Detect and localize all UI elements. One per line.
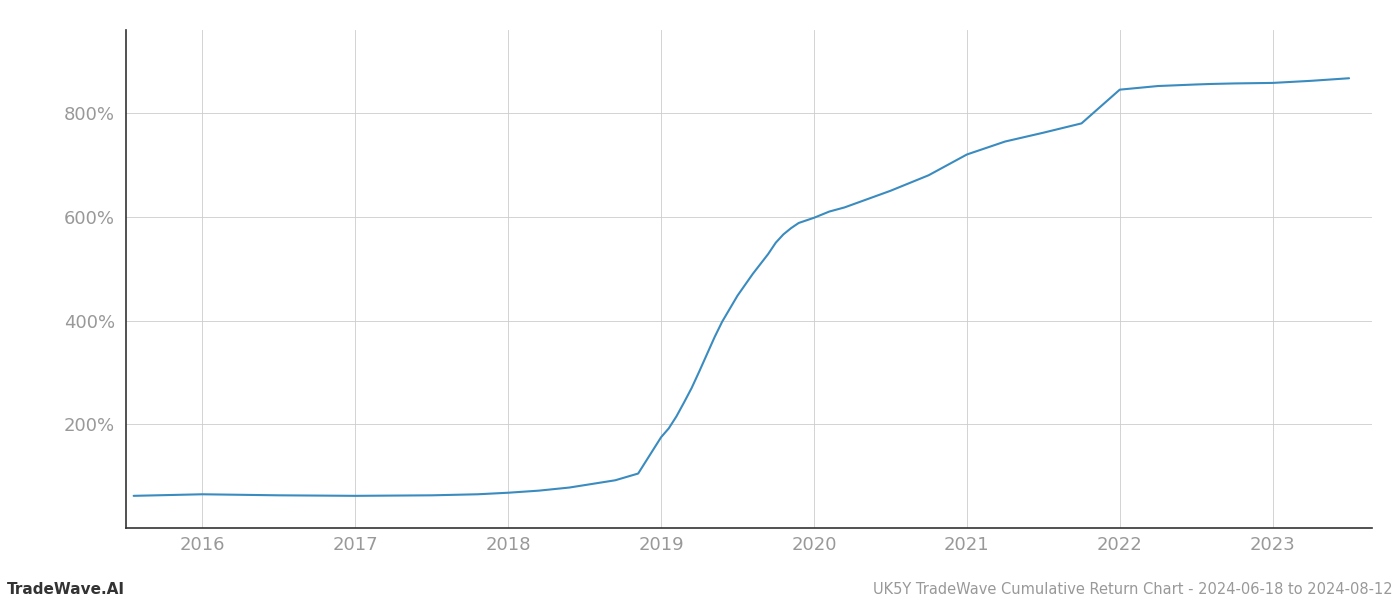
Text: TradeWave.AI: TradeWave.AI: [7, 582, 125, 597]
Text: UK5Y TradeWave Cumulative Return Chart - 2024-06-18 to 2024-08-12: UK5Y TradeWave Cumulative Return Chart -…: [874, 582, 1393, 597]
